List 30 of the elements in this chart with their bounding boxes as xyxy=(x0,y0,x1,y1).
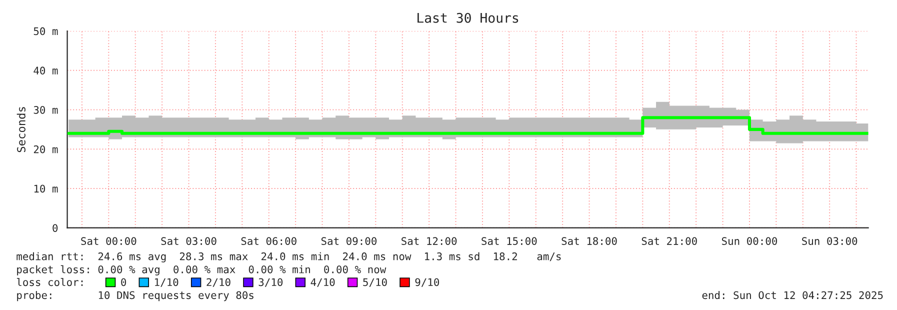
text: end: Sun Oct 12 04:27:25 2025 xyxy=(702,291,883,300)
legend-label: 2/10 xyxy=(206,278,230,287)
y-tick-label: 0 xyxy=(52,224,58,232)
x-tick-label: Sat 15:00 xyxy=(482,237,537,245)
y-axis-title: Seconds xyxy=(16,107,26,152)
x-tick-label: Sat 21:00 xyxy=(642,237,697,245)
text: probe: 10 DNS requests every 80s xyxy=(17,291,254,302)
text: packet loss: 0.00 % avg 0.00 % max 0.00 % min 0.00 % now xyxy=(17,265,386,276)
x-tick-label: Sat 12:00 xyxy=(402,237,457,245)
legend-label: 5/10 xyxy=(363,278,387,287)
y-tick-label: 40 m xyxy=(34,66,58,75)
y-tick-label: 20 m xyxy=(34,145,58,154)
chart-title: Last 30 Hours xyxy=(418,12,518,23)
y-tick-label: 10 m xyxy=(34,184,58,193)
x-tick-label: Sat 18:00 xyxy=(562,237,617,245)
legend-label: 0 xyxy=(121,278,126,286)
legend-title: loss color: xyxy=(16,278,83,286)
legend-label: 9/10 xyxy=(415,278,440,287)
y-tick-label: 50 m xyxy=(34,27,58,36)
x-tick-label: Sat 09:00 xyxy=(321,237,377,245)
x-tick-label: Sat 06:00 xyxy=(241,237,296,245)
legend-label: 1/10 xyxy=(155,278,178,287)
legend-label: 3/10 xyxy=(258,278,283,287)
x-tick-label: Sun 00:00 xyxy=(722,237,778,245)
x-tick-label: Sun 03:00 xyxy=(802,237,858,245)
x-tick-label: Sat 03:00 xyxy=(161,237,216,245)
text: median rtt: 24.6 ms avg 28.3 ms max 24.0 ms min 24.0 ms now 1.3 ms sd 18.2 am/s xyxy=(16,252,561,262)
x-tick-label: Sat 00:00 xyxy=(81,237,136,245)
y-tick-label: 30 m xyxy=(34,106,58,114)
legend-label: 4/10 xyxy=(310,278,335,287)
